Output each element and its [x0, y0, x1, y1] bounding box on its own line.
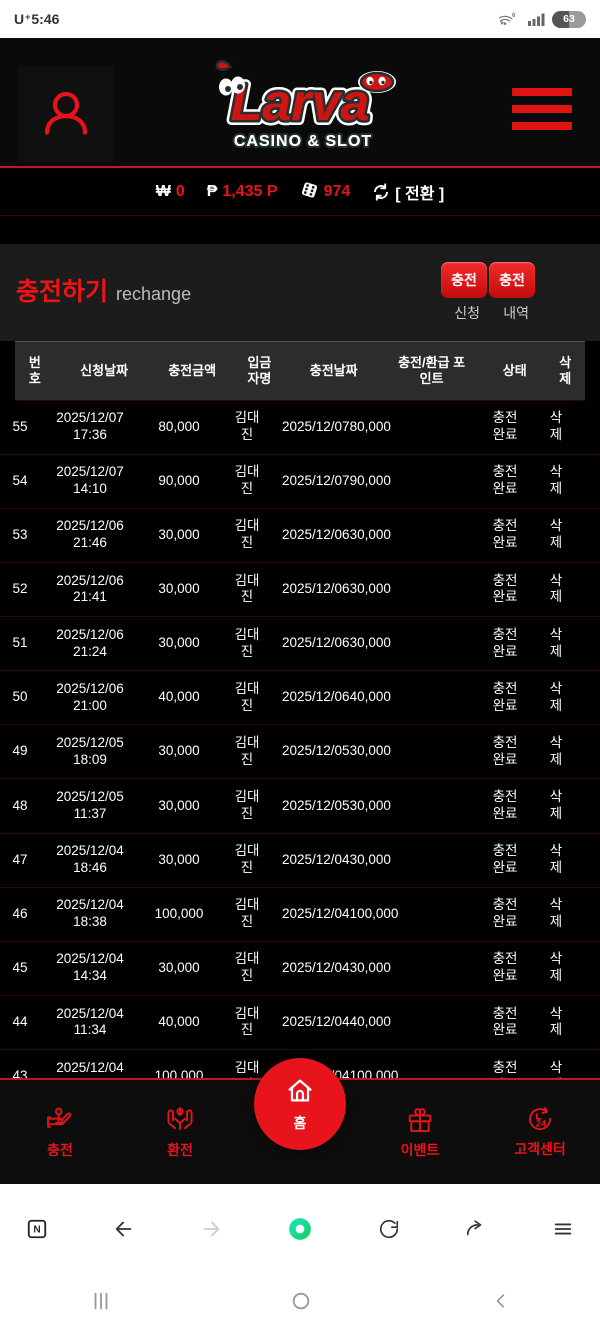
- svg-text:Larva: Larva: [231, 74, 370, 132]
- svg-text:24: 24: [536, 1119, 547, 1129]
- svg-text:N: N: [33, 1225, 40, 1236]
- svg-text:CASINO & SLOT: CASINO & SLOT: [234, 133, 372, 150]
- svg-text:6: 6: [512, 13, 516, 19]
